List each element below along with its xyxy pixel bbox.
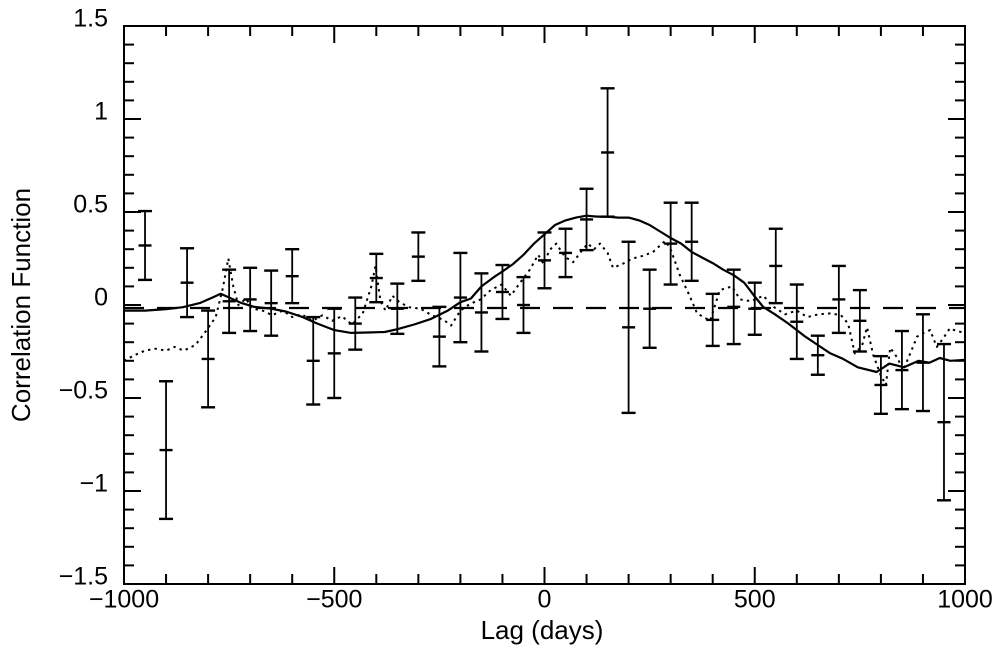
error-bar <box>222 268 237 335</box>
error-bar <box>642 268 657 349</box>
error-bar <box>159 380 174 521</box>
x-tick-label: −500 <box>306 586 362 614</box>
axes-layer <box>123 25 966 585</box>
y-tick-label: −0.5 <box>59 377 108 405</box>
error-bar <box>936 342 951 502</box>
error-bar <box>180 247 195 319</box>
error-bar <box>873 354 888 416</box>
error-bar <box>747 281 762 336</box>
error-bar <box>201 309 216 409</box>
error-bar <box>705 292 720 348</box>
error-bar <box>264 269 279 337</box>
y-tick-label: 0 <box>94 284 108 312</box>
error-bar <box>327 307 342 400</box>
error-bar <box>621 240 636 415</box>
y-tick-label: −1.5 <box>59 563 108 591</box>
error-bar <box>306 315 321 406</box>
x-tick-label: 500 <box>734 586 776 614</box>
error-bar <box>138 209 153 282</box>
x-tick-label: 0 <box>538 586 552 614</box>
error-bar <box>432 305 447 368</box>
y-tick-label: 1.5 <box>73 5 108 33</box>
x-axis-title: Lag (days) <box>481 615 604 645</box>
error-bar <box>369 252 384 304</box>
error-bar <box>726 268 741 346</box>
error-bar <box>558 227 573 279</box>
error-bar <box>579 187 594 252</box>
error-bar <box>537 231 552 290</box>
tick-label-layer: −1000 −500 0 500 1000 −1.5 −1 −0.5 0 0.5 1 1.5 <box>59 5 993 614</box>
error-bar <box>810 334 825 376</box>
error-bar <box>684 201 699 283</box>
error-bar <box>243 266 258 333</box>
error-bar <box>495 263 510 321</box>
y-tick-label: 0.5 <box>73 191 108 219</box>
error-bar <box>768 227 783 305</box>
error-bar <box>474 272 489 353</box>
error-bar <box>915 313 930 413</box>
error-bar <box>390 282 405 336</box>
error-bar-group <box>138 87 951 521</box>
error-bar <box>663 201 678 286</box>
y-axis-title: Correlation Function <box>6 188 36 422</box>
error-bar <box>789 283 804 361</box>
error-bar <box>894 329 909 411</box>
x-tick-label: 1000 <box>937 586 993 614</box>
y-tick-label: −1 <box>79 470 108 498</box>
error-bar <box>285 247 300 305</box>
data-series-layer <box>123 87 966 521</box>
error-bar <box>453 251 468 344</box>
error-bar <box>411 231 426 283</box>
error-bar <box>348 296 363 351</box>
x-tick-label: −1000 <box>89 586 159 614</box>
error-bar <box>600 87 615 218</box>
y-tick-label: 1 <box>94 98 108 126</box>
error-bar <box>516 275 531 335</box>
error-bar <box>852 288 867 353</box>
error-bar <box>831 264 846 335</box>
